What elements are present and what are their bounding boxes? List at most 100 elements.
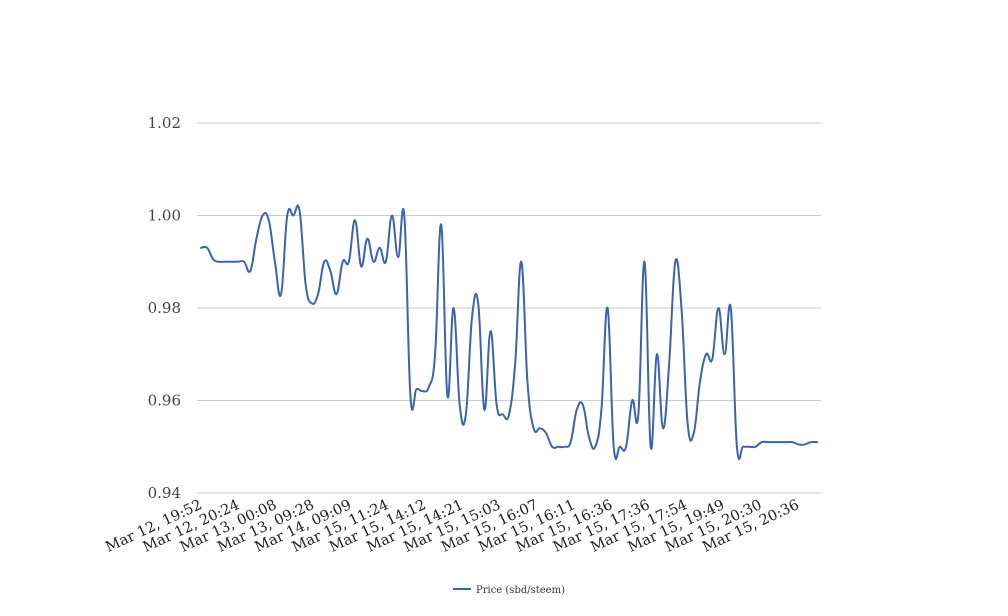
data-point-37 (427, 385, 431, 389)
grid-lines (197, 122, 821, 494)
data-point-12 (273, 260, 277, 264)
data-point-94 (778, 440, 782, 444)
data-point-51 (513, 362, 517, 366)
y-tick-label-1: 0.96 (148, 392, 181, 410)
data-point-34 (408, 394, 412, 398)
data-point-65 (599, 408, 603, 412)
data-point-66 (606, 306, 610, 310)
y-tick-label-3: 1.00 (148, 207, 181, 225)
data-point-76 (667, 362, 671, 366)
data-point-89 (747, 445, 751, 449)
data-point-44 (470, 315, 474, 319)
series-line-price (200, 204, 818, 460)
data-point-25 (353, 218, 357, 222)
data-point-68 (618, 445, 622, 449)
data-point-43 (464, 412, 468, 416)
data-point-53 (525, 380, 529, 384)
data-point-35 (415, 387, 419, 391)
data-point-100 (815, 440, 819, 444)
data-point-84 (716, 306, 720, 310)
data-point-16 (298, 209, 302, 213)
data-point-52 (519, 260, 523, 264)
data-point-78 (679, 306, 683, 310)
data-point-55 (538, 426, 542, 430)
data-point-50 (507, 412, 511, 416)
data-point-38 (433, 352, 437, 356)
data-point-92 (766, 440, 770, 444)
data-point-86 (729, 306, 733, 310)
data-point-62 (581, 403, 585, 407)
data-point-61 (575, 408, 579, 412)
data-point-77 (673, 260, 677, 264)
data-point-4 (224, 260, 228, 264)
data-point-39 (439, 223, 443, 227)
data-point-82 (704, 352, 708, 356)
data-point-6 (236, 260, 240, 264)
data-point-54 (532, 426, 536, 430)
data-point-71 (636, 412, 640, 416)
data-point-72 (643, 260, 647, 264)
data-point-0 (199, 246, 203, 250)
data-point-24 (347, 260, 351, 264)
data-point-2 (211, 257, 215, 261)
data-point-64 (593, 445, 597, 449)
data-point-69 (624, 445, 628, 449)
data-point-27 (365, 237, 369, 241)
data-point-57 (550, 445, 554, 449)
legend[interactable]: Price (sbd/steem) (453, 585, 565, 596)
data-point-13 (279, 292, 283, 296)
data-point-70 (630, 399, 634, 403)
data-point-88 (741, 445, 745, 449)
data-point-85 (723, 352, 727, 356)
data-point-99 (809, 440, 813, 444)
data-point-20 (322, 260, 326, 264)
data-point-1 (205, 246, 209, 250)
data-point-59 (562, 445, 566, 449)
data-point-3 (217, 260, 221, 264)
data-point-47 (489, 329, 493, 333)
data-point-30 (384, 260, 388, 264)
data-point-21 (328, 269, 332, 273)
data-point-49 (501, 412, 505, 416)
data-point-5 (230, 260, 234, 264)
data-point-9 (254, 237, 258, 241)
data-point-40 (445, 394, 449, 398)
data-point-46 (482, 408, 486, 412)
data-point-98 (803, 442, 807, 446)
data-point-63 (587, 436, 591, 440)
data-point-7 (242, 260, 246, 264)
data-point-14 (285, 214, 289, 218)
data-point-90 (753, 445, 757, 449)
data-point-95 (784, 440, 788, 444)
data-point-23 (341, 260, 345, 264)
y-tick-label-2: 0.98 (148, 299, 181, 317)
data-point-96 (790, 440, 794, 444)
data-point-91 (760, 440, 764, 444)
data-point-26 (359, 264, 363, 268)
data-point-87 (735, 445, 739, 449)
y-axis: 0.94 0.96 0.98 1.00 1.02 (148, 114, 181, 502)
plot-area (199, 204, 819, 460)
data-point-28 (371, 260, 375, 264)
data-point-41 (452, 306, 456, 310)
data-point-79 (686, 422, 690, 426)
data-point-73 (649, 445, 653, 449)
data-point-17 (304, 283, 308, 287)
data-point-42 (458, 403, 462, 407)
data-point-8 (248, 269, 252, 273)
data-point-11 (267, 218, 271, 222)
y-tick-label-0: 0.94 (148, 484, 181, 502)
data-point-18 (310, 301, 314, 305)
y-tick-label-4: 1.02 (148, 114, 181, 132)
data-point-93 (772, 440, 776, 444)
data-point-33 (402, 214, 406, 218)
data-point-31 (390, 214, 394, 218)
data-point-80 (692, 431, 696, 435)
data-point-48 (495, 403, 499, 407)
data-point-58 (556, 445, 560, 449)
data-point-19 (316, 292, 320, 296)
data-point-56 (544, 431, 548, 435)
data-point-67 (612, 445, 616, 449)
